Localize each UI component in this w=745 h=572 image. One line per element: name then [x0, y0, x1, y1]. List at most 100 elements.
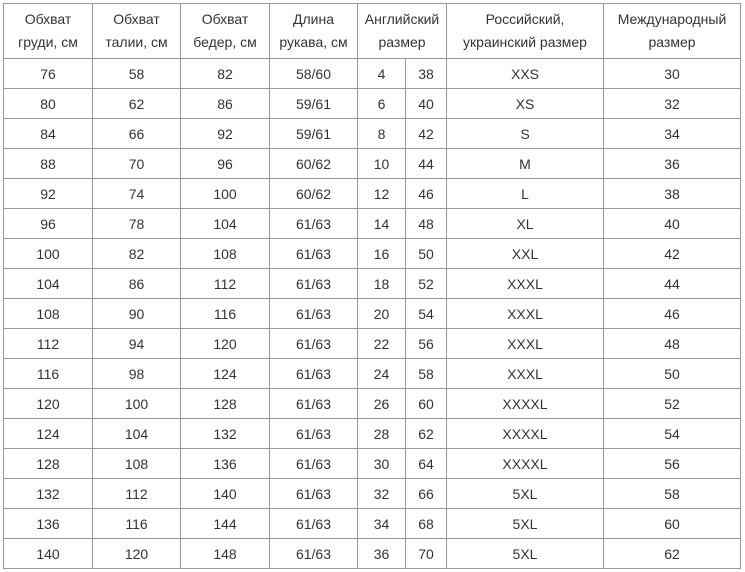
- cell-hips: 132: [180, 418, 270, 449]
- table-row: 112 94 120 61/63 22 56 XXXL 48: [3, 328, 741, 359]
- cell-international: 56: [603, 448, 741, 479]
- cell-waist: 98: [92, 358, 181, 389]
- table-row: 140 120 148 61/63 36 70 5XL 62: [3, 538, 741, 569]
- cell-hips: 112: [180, 268, 270, 299]
- cell-english-a: 8: [357, 118, 406, 149]
- table-row: 128 108 136 61/63 30 64 XXXXL 56: [3, 448, 741, 479]
- cell-waist: 120: [92, 538, 181, 569]
- table-row: 88 70 96 60/62 10 44 M 36: [3, 148, 741, 179]
- cell-sleeve: 61/63: [269, 538, 358, 569]
- cell-sleeve: 61/63: [269, 478, 358, 509]
- header-chest: Обхват груди, см: [3, 3, 93, 59]
- cell-sleeve: 61/63: [269, 508, 358, 539]
- cell-international: 38: [603, 178, 741, 209]
- cell-english-a: 10: [357, 148, 406, 179]
- cell-waist: 66: [92, 118, 181, 149]
- cell-russian: XXXL: [446, 268, 604, 299]
- cell-russian: XXXXL: [446, 448, 604, 479]
- table-row: 124 104 132 61/63 28 62 XXXXL 54: [3, 418, 741, 449]
- cell-english-a: 20: [357, 298, 406, 329]
- cell-english-a: 14: [357, 208, 406, 239]
- cell-hips: 116: [180, 298, 270, 329]
- cell-hips: 140: [180, 478, 270, 509]
- header-chest-line-1: Обхват: [24, 11, 72, 27]
- cell-sleeve: 61/63: [269, 328, 358, 359]
- cell-waist: 58: [92, 58, 181, 89]
- cell-waist: 112: [92, 478, 181, 509]
- cell-waist: 116: [92, 508, 181, 539]
- cell-chest: 140: [3, 538, 93, 569]
- table-row: 120 100 128 61/63 26 60 XXXXL 52: [3, 388, 741, 419]
- cell-english-a: 16: [357, 238, 406, 269]
- cell-english-b: 40: [405, 88, 447, 119]
- header-english: Английский размер: [357, 3, 447, 59]
- cell-chest: 104: [3, 268, 93, 299]
- cell-hips: 96: [180, 148, 270, 179]
- cell-waist: 62: [92, 88, 181, 119]
- cell-russian: XXXL: [446, 298, 604, 329]
- header-russian: Российский, украинский размер: [446, 3, 604, 59]
- cell-hips: 124: [180, 358, 270, 389]
- cell-chest: 84: [3, 118, 93, 149]
- cell-russian: XXXXL: [446, 388, 604, 419]
- header-row: Обхват груди, см Обхват талии, см Обхват…: [3, 3, 741, 59]
- table-row: 80 62 86 59/61 6 40 XS 32: [3, 88, 741, 119]
- cell-english-a: 34: [357, 508, 406, 539]
- cell-international: 48: [603, 328, 741, 359]
- cell-international: 60: [603, 508, 741, 539]
- cell-chest: 96: [3, 208, 93, 239]
- cell-english-b: 44: [405, 148, 447, 179]
- cell-hips: 148: [180, 538, 270, 569]
- cell-russian: 5XL: [446, 508, 604, 539]
- cell-chest: 92: [3, 178, 93, 209]
- cell-hips: 144: [180, 508, 270, 539]
- table-row: 132 112 140 61/63 32 66 5XL 58: [3, 478, 741, 509]
- table-row: 108 90 116 61/63 20 54 XXXL 46: [3, 298, 741, 329]
- cell-international: 36: [603, 148, 741, 179]
- cell-chest: 108: [3, 298, 93, 329]
- size-table: Обхват груди, см Обхват талии, см Обхват…: [3, 3, 741, 569]
- cell-hips: 86: [180, 88, 270, 119]
- cell-russian: 5XL: [446, 538, 604, 569]
- table-row: 104 86 112 61/63 18 52 XXXL 44: [3, 268, 741, 299]
- cell-chest: 100: [3, 238, 93, 269]
- cell-sleeve: 61/63: [269, 238, 358, 269]
- cell-waist: 104: [92, 418, 181, 449]
- header-english-line-2: размер: [378, 34, 426, 50]
- header-sleeve-line-1: Длина: [293, 11, 334, 27]
- table-body: 76 58 82 58/60 4 38 XXS 30 80 62 86 59/61 6 40 XS 32 84 6…: [3, 58, 741, 569]
- table-row: 96 78 104 61/63 14 48 XL 40: [3, 208, 741, 239]
- table-row: 136 116 144 61/63 34 68 5XL 60: [3, 508, 741, 539]
- cell-international: 50: [603, 358, 741, 389]
- header-sleeve-line-2: рукава, см: [279, 34, 348, 50]
- cell-international: 30: [603, 58, 741, 89]
- cell-sleeve: 61/63: [269, 208, 358, 239]
- cell-sleeve: 61/63: [269, 268, 358, 299]
- cell-english-b: 64: [405, 448, 447, 479]
- cell-chest: 116: [3, 358, 93, 389]
- cell-international: 52: [603, 388, 741, 419]
- cell-english-a: 18: [357, 268, 406, 299]
- cell-international: 54: [603, 418, 741, 449]
- cell-russian: S: [446, 118, 604, 149]
- cell-international: 44: [603, 268, 741, 299]
- header-international-line-1: Международный: [617, 11, 727, 27]
- cell-english-b: 62: [405, 418, 447, 449]
- cell-english-b: 46: [405, 178, 447, 209]
- cell-waist: 100: [92, 388, 181, 419]
- header-international-line-2: размер: [648, 34, 696, 50]
- cell-waist: 70: [92, 148, 181, 179]
- cell-english-a: 24: [357, 358, 406, 389]
- cell-international: 32: [603, 88, 741, 119]
- header-waist-line-2: талии, см: [105, 34, 168, 50]
- cell-russian: XXS: [446, 58, 604, 89]
- cell-hips: 120: [180, 328, 270, 359]
- size-chart: Обхват груди, см Обхват талии, см Обхват…: [3, 3, 741, 569]
- cell-waist: 86: [92, 268, 181, 299]
- cell-english-a: 4: [357, 58, 406, 89]
- header-russian-line-1: Российский,: [485, 11, 565, 27]
- cell-waist: 74: [92, 178, 181, 209]
- header-hips-line-2: бедер, см: [193, 34, 257, 50]
- cell-english-a: 26: [357, 388, 406, 419]
- cell-russian: L: [446, 178, 604, 209]
